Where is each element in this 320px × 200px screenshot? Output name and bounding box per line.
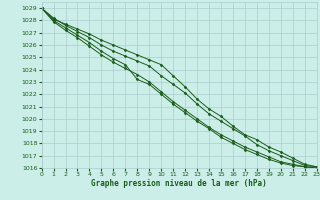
X-axis label: Graphe pression niveau de la mer (hPa): Graphe pression niveau de la mer (hPa) bbox=[91, 179, 267, 188]
